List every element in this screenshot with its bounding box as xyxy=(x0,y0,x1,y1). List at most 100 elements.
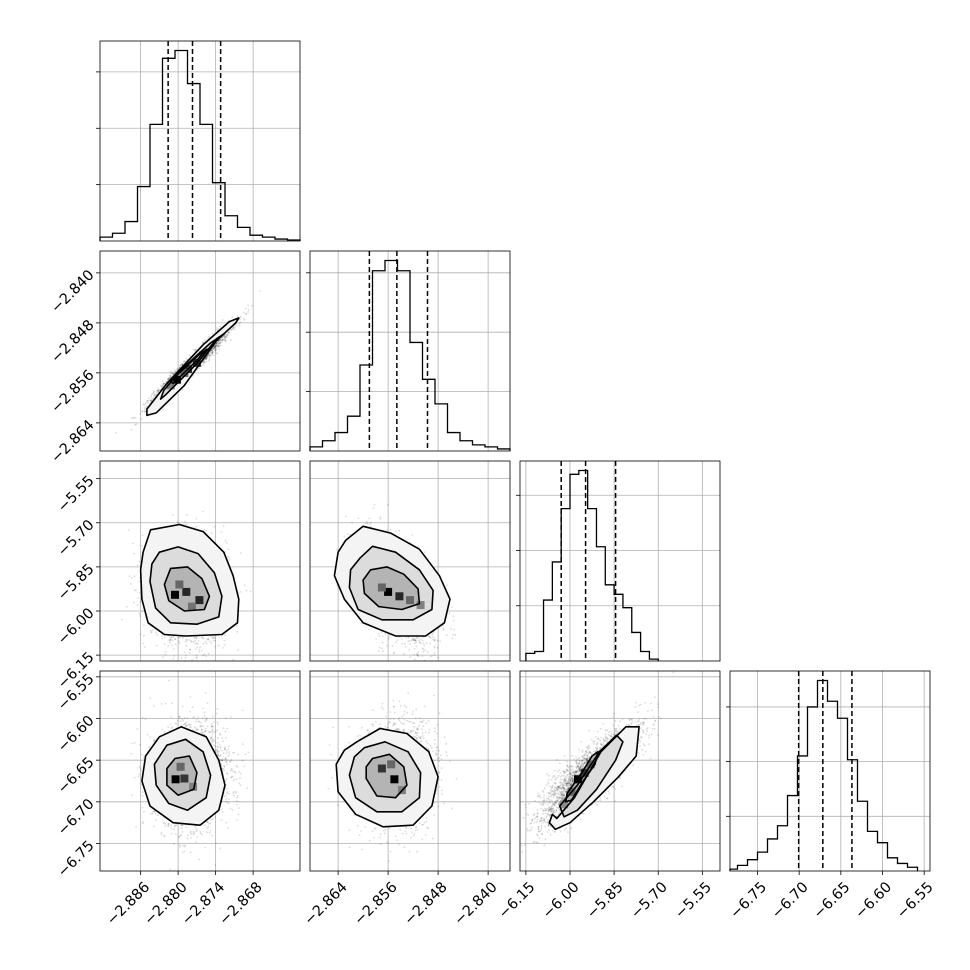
sample-point xyxy=(161,380,164,382)
sample-point xyxy=(224,539,227,542)
sample-point xyxy=(152,397,155,399)
sample-point xyxy=(215,352,218,354)
hist-panel-1 xyxy=(306,251,511,451)
sample-point xyxy=(145,405,148,408)
sample-point xyxy=(202,363,204,366)
sample-point xyxy=(210,635,213,638)
sample-point xyxy=(211,332,214,335)
sample-point xyxy=(217,343,220,345)
sample-point xyxy=(185,645,188,647)
sample-point xyxy=(210,532,213,535)
sample-point xyxy=(220,531,223,533)
sample-point xyxy=(243,584,246,587)
sample-point xyxy=(214,345,217,347)
sample-point xyxy=(140,418,143,420)
sample-point xyxy=(210,642,213,645)
sample-point xyxy=(207,652,210,655)
sample-point xyxy=(172,648,175,650)
sample-point xyxy=(139,413,142,415)
sample-point xyxy=(134,417,137,419)
sample-point xyxy=(185,523,188,526)
sample-point xyxy=(224,339,227,342)
sample-point xyxy=(223,639,226,642)
sample-point xyxy=(150,399,153,402)
sample-point xyxy=(245,589,248,592)
hist-step-0 xyxy=(99,49,301,241)
sample-point xyxy=(138,580,141,582)
sample-point xyxy=(247,311,250,313)
sample-point xyxy=(207,638,209,641)
sample-point xyxy=(130,417,133,420)
sample-point xyxy=(226,541,228,544)
sample-point xyxy=(211,349,213,351)
sample-point xyxy=(214,349,217,352)
sample-point xyxy=(142,634,145,637)
hist-step-1 xyxy=(309,259,511,451)
sample-point xyxy=(202,642,205,645)
sample-point xyxy=(149,629,152,632)
sample-point xyxy=(130,577,133,579)
sample-point xyxy=(198,367,200,370)
hist-panel-2 xyxy=(516,461,720,661)
sample-point xyxy=(217,344,220,347)
hist-frame-3 xyxy=(729,670,931,872)
sample-point xyxy=(171,370,174,373)
sample-point xyxy=(232,658,235,661)
sample-point xyxy=(139,633,142,636)
sample-point xyxy=(184,640,187,643)
sample-point xyxy=(168,639,171,642)
hist-step-2 xyxy=(525,469,659,661)
sample-point xyxy=(138,591,141,594)
sample-point xyxy=(219,344,222,347)
sample-point xyxy=(194,348,197,351)
sample-point xyxy=(143,646,146,649)
sample-point xyxy=(220,341,223,344)
sample-point xyxy=(196,656,198,659)
sample-point xyxy=(155,644,158,647)
sample-point xyxy=(163,636,166,639)
sample-point xyxy=(138,612,141,615)
sample-point xyxy=(169,371,172,373)
sample-point xyxy=(139,601,142,603)
sample-point xyxy=(188,354,191,356)
sample-point xyxy=(138,615,141,617)
sample-point xyxy=(226,335,229,337)
sample-point xyxy=(222,647,225,649)
sample-point xyxy=(236,625,238,628)
sample-point xyxy=(120,618,123,621)
sample-point xyxy=(172,658,175,660)
sample-point xyxy=(146,402,149,404)
sample-point xyxy=(198,648,201,651)
sample-point xyxy=(258,290,261,292)
sample-point xyxy=(171,514,174,516)
sample-point xyxy=(199,646,202,648)
sample-point xyxy=(244,307,247,310)
sample-point xyxy=(243,317,245,320)
sample-point xyxy=(201,636,203,638)
sample-point xyxy=(212,639,215,642)
sample-point xyxy=(209,351,212,354)
sample-point xyxy=(156,633,159,636)
sample-point xyxy=(157,389,160,392)
sample-point xyxy=(208,336,211,338)
sample-point xyxy=(194,643,197,645)
sample-point xyxy=(185,358,188,360)
sample-point xyxy=(173,369,176,371)
hist-panel-0 xyxy=(96,41,301,241)
sample-point xyxy=(143,409,146,412)
sample-point xyxy=(224,335,227,338)
sample-point xyxy=(229,339,232,342)
sample-point xyxy=(171,372,173,375)
sample-point xyxy=(251,305,253,307)
sample-point xyxy=(189,648,192,651)
sample-point xyxy=(195,518,198,520)
sample-point xyxy=(130,429,133,431)
sample-point xyxy=(217,345,220,348)
sample-point xyxy=(133,416,135,419)
sample-point xyxy=(239,321,242,324)
sample-point xyxy=(184,656,187,659)
sample-point xyxy=(227,548,230,551)
sample-point xyxy=(181,389,184,391)
sample-point xyxy=(129,582,132,585)
